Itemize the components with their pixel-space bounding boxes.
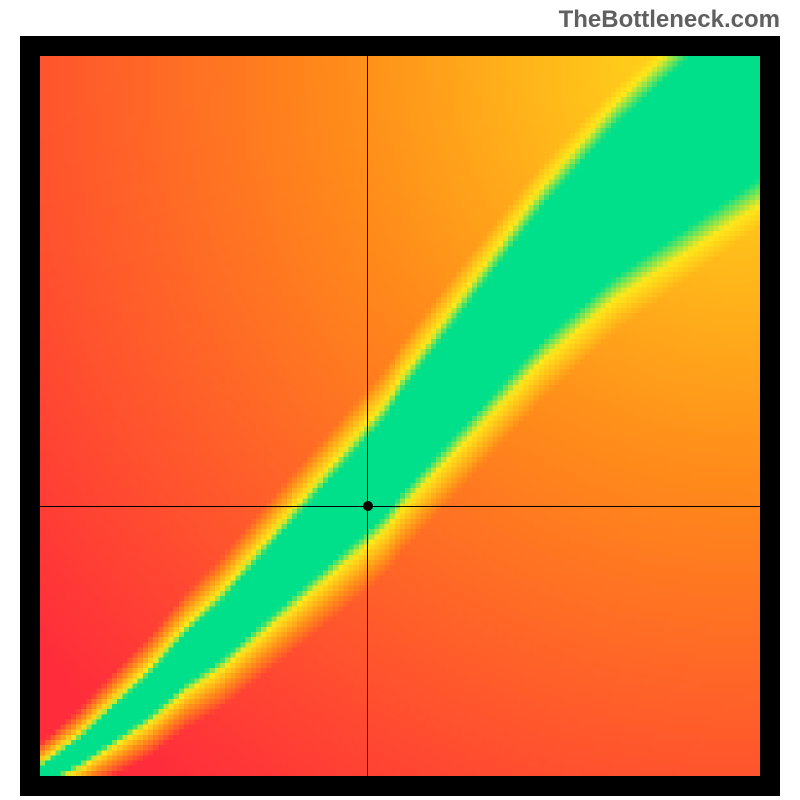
chart-container: TheBottleneck.com <box>0 0 800 800</box>
heatmap-canvas <box>40 56 760 776</box>
plot-area <box>20 36 780 796</box>
crosshair-vertical <box>367 56 368 776</box>
watermark-text: TheBottleneck.com <box>559 6 780 34</box>
crosshair-horizontal <box>40 506 760 507</box>
data-point-marker[interactable] <box>363 501 373 511</box>
